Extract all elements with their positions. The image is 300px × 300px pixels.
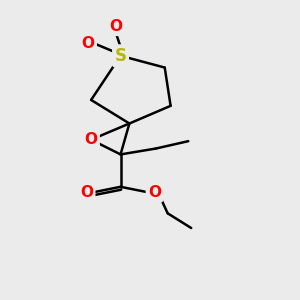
Text: O: O	[148, 185, 161, 200]
Text: S: S	[115, 47, 127, 65]
Text: O: O	[110, 19, 123, 34]
Text: O: O	[85, 132, 98, 147]
Text: O: O	[82, 37, 95, 52]
Text: O: O	[80, 185, 93, 200]
